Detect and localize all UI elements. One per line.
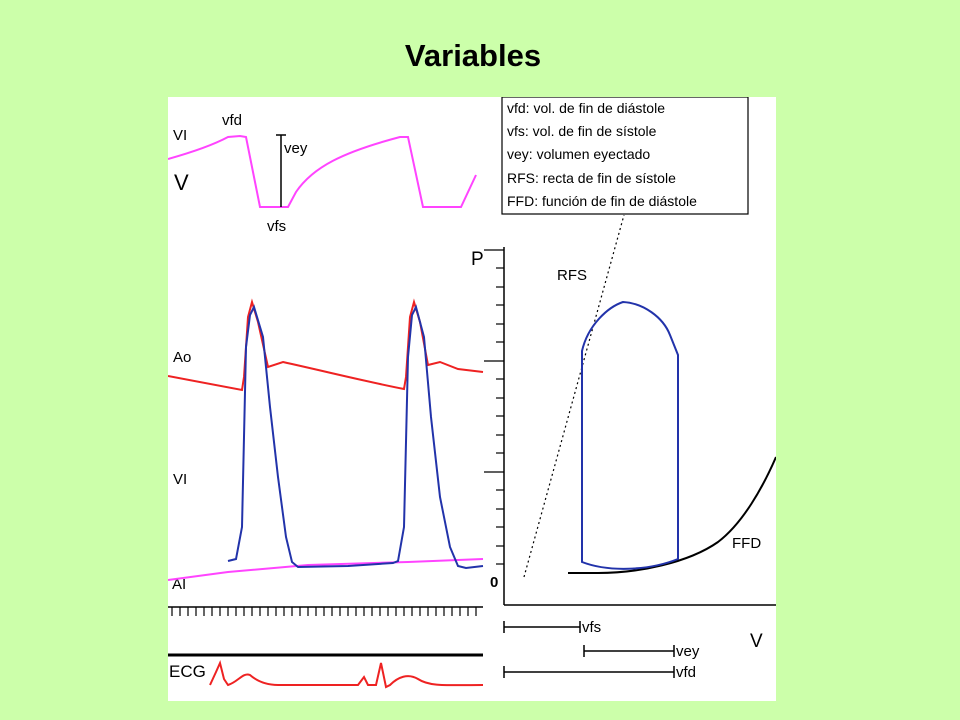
atrial-pressure-trace <box>168 558 484 581</box>
p-axis-ticks <box>484 249 504 565</box>
ecg-trace <box>209 659 484 689</box>
ai-label: AI <box>172 576 186 593</box>
cardiac-cycle-diagram: VI V vfd vey vfs Ao VI AI <box>168 97 776 689</box>
time-ruler <box>168 606 483 657</box>
rfs-label: RFS <box>557 267 587 284</box>
ventricular-pressure-trace <box>227 304 484 570</box>
bar-vfd-label: vfd <box>676 664 696 681</box>
legend-item-vey: vey: volumen eyectado <box>507 146 650 162</box>
pressure-volume-loop <box>581 300 679 570</box>
vey-label: vey <box>284 140 308 157</box>
ffd-label: FFD <box>732 535 761 552</box>
page-title: Variables <box>404 38 542 73</box>
vi-label-top: VI <box>173 127 187 144</box>
vi-label-mid: VI <box>173 471 187 488</box>
vfs-label: vfs <box>267 218 286 235</box>
volume-bars <box>503 621 675 678</box>
legend-item-vfd: vfd: vol. de fin de diástole <box>507 100 665 116</box>
legend-item-vfs: vfs: vol. de fin de sístole <box>507 123 657 139</box>
legend-item-rfs: RFS: recta de fin de sístole <box>507 170 676 186</box>
ecg-label: ECG <box>169 662 206 681</box>
bar-vey-label: vey <box>676 643 700 660</box>
bar-vfs-label: vfs <box>582 619 601 636</box>
ao-label: Ao <box>173 349 191 366</box>
v-label-top: V <box>174 170 189 195</box>
pv-loop-panel: P 0 V RFS FFD vfs vey vfd <box>471 214 776 681</box>
ecg-panel: ECG <box>169 659 484 689</box>
v-axis-label: V <box>750 631 763 652</box>
volume-trace-panel: VI V vfd vey vfs <box>168 112 477 235</box>
zero-label: 0 <box>490 574 498 591</box>
ventricular-volume-trace <box>168 134 477 208</box>
pressure-traces-panel: Ao VI AI <box>168 298 484 593</box>
vfd-label: vfd <box>222 112 242 129</box>
aortic-pressure-trace <box>168 298 484 392</box>
legend-item-ffd: FFD: función de fin de diástole <box>507 193 697 209</box>
legend-box: vfd: vol. de fin de diástole vfs: vol. d… <box>501 97 749 215</box>
end-diastolic-curve <box>568 456 776 574</box>
p-axis-label: P <box>471 249 484 270</box>
diagram-panel: VI V vfd vey vfs Ao VI AI <box>168 97 776 701</box>
